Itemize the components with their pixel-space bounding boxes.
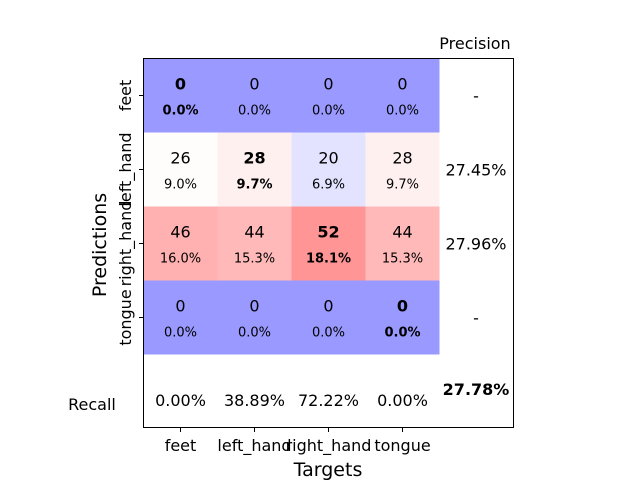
matrix-cell [143,280,218,355]
precision-value: - [473,309,479,328]
cell-count: 26 [170,149,190,168]
cell-count: 20 [318,149,338,168]
matrix-cell [291,132,366,207]
cell-percentage: 0.0% [312,326,345,341]
matrix-cell [291,206,366,281]
matrix-cell [217,132,292,207]
matrix-cell [365,280,440,355]
y-tick-label: right_hand [116,201,136,287]
cell-count: 0 [323,297,333,316]
cell-percentage: 6.9% [312,178,345,193]
matrix-cell [143,206,218,281]
cell-count: 0 [175,297,185,316]
cell-percentage: 15.3% [382,252,423,267]
matrix-cells [143,58,440,355]
cell-count: 52 [317,223,339,242]
cell-percentage: 0.0% [164,326,197,341]
axis-ticks [139,95,403,432]
cell-percentage: 16.0% [160,252,201,267]
cell-count: 0 [397,297,408,316]
cell-count: 46 [170,223,190,242]
recall-header: Recall [68,395,116,414]
matrix-cell [291,280,366,355]
recall-value: 72.22% [298,391,359,410]
cell-percentage: 18.1% [306,252,351,267]
recall-value: 0.00% [377,391,428,410]
recall-value: 38.89% [224,391,285,410]
matrix-cell [217,58,292,133]
matrix-cell [217,280,292,355]
cell-percentage: 9.7% [236,178,272,193]
cell-count: 0 [397,75,407,94]
recall-value: 0.00% [155,391,206,410]
cell-percentage: 15.3% [234,252,275,267]
cell-count: 0 [249,75,259,94]
cell-percentage: 0.0% [384,326,420,341]
precision-value: - [473,87,479,106]
cell-percentage: 0.0% [238,104,271,119]
precision-recall-values: - 27.45% 27.96% - 0.00% 38.89% 72.22% 0.00% [155,87,506,411]
cell-percentage: 0.0% [386,104,419,119]
x-axis-label: Targets [293,459,363,480]
x-tick-label: right_hand [286,436,372,456]
precision-value: 27.45% [445,161,506,180]
x-tick-label: left_hand [217,436,291,456]
cell-percentage: 0.0% [238,326,271,341]
matrix-cell [217,206,292,281]
matrix-cell-labels: 0 0.0% 0 0.0% 0 0.0% 0 0.0% 26 9.0% 28 9.7% 20 6.9% 28… [160,75,423,341]
cell-count: 44 [244,223,264,242]
matrix-cell [365,58,440,133]
y-tick-label: left_hand [116,132,136,206]
y-axis-label: Predictions [89,193,111,297]
y-tick-label: tongue [116,289,135,345]
matrix-cell [365,132,440,207]
cell-percentage: 0.0% [162,104,198,119]
cell-count: 0 [175,75,186,94]
cell-count: 28 [392,149,412,168]
overall-accuracy: 27.78% [443,380,510,399]
cell-count: 44 [392,223,412,242]
cell-percentage: 9.0% [164,178,197,193]
matrix-cell [291,58,366,133]
x-tick-label: feet [165,436,197,455]
matrix-cell [143,58,218,133]
cell-count: 0 [249,297,259,316]
precision-value: 27.96% [445,235,506,254]
y-tick-label: feet [116,80,135,112]
precision-header: Precision [439,34,510,53]
cell-count: 0 [323,75,333,94]
x-tick-label: tongue [374,436,430,455]
cell-percentage: 9.7% [386,178,419,193]
cell-percentage: 0.0% [312,104,345,119]
matrix-cell [143,132,218,207]
cell-count: 28 [243,149,265,168]
matrix-cell [365,206,440,281]
